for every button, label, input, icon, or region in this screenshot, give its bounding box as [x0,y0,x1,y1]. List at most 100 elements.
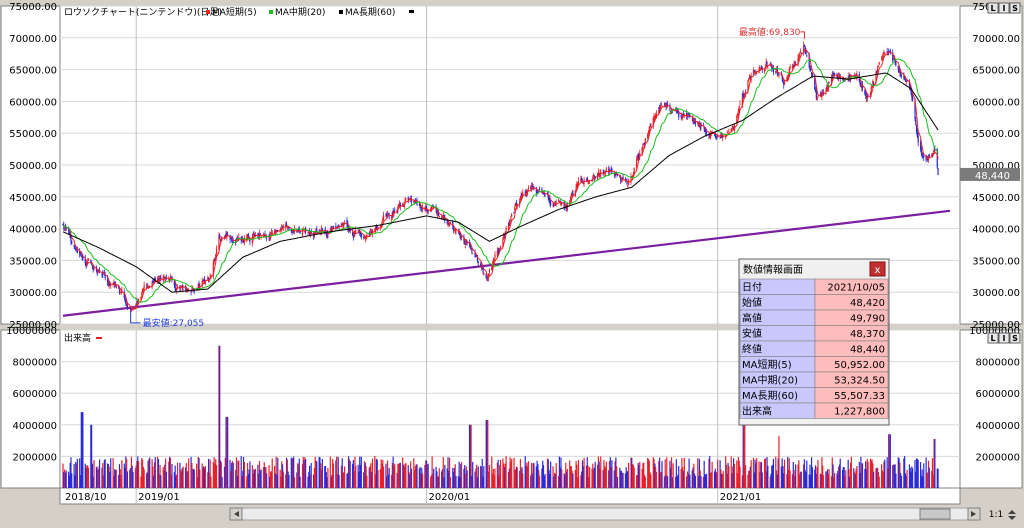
candle-body [480,263,482,267]
candle-body [230,238,232,240]
candle-body [316,229,318,233]
candle-body [438,215,440,218]
volume-bar [210,476,212,488]
volume-bar [721,473,723,488]
candle-body [822,92,824,94]
scale-button-s[interactable]: S [1009,2,1021,14]
volume-scale-button-i[interactable]: I [998,332,1010,344]
legend-items: MA短期(5) MA中期(20) MA長期(60) [206,6,414,18]
candle-body [754,71,756,73]
volume-bar [503,466,506,488]
volume-bar [772,464,774,488]
volume-bar [308,471,310,488]
volume-scale-button-l[interactable]: L [987,332,999,344]
volume-bar [920,475,922,488]
candle-body [309,231,311,235]
candle-body [464,242,467,245]
volume-bar [207,458,210,488]
candle-body [174,283,176,289]
candle-body [682,113,685,116]
volume-bar [783,459,786,488]
volume-bar [559,467,561,488]
candle-body [236,237,238,240]
volume-ytick-left: 4000000 [12,421,57,432]
volume-bar [616,466,618,488]
volume-bar [854,473,856,488]
candle-body [571,192,573,195]
volume-scale-button-s[interactable]: S [1009,332,1021,344]
volume-bar [153,475,155,488]
volume-bar [301,463,304,488]
candle-body [522,192,524,196]
candle-body [794,63,796,65]
volume-bar [96,469,98,488]
volume-bar [454,464,456,488]
scale-button-l[interactable]: L [987,2,999,14]
volume-bar [113,476,115,488]
zoom-ratio-label: 1:1 [989,510,1003,520]
candle-body [492,260,494,264]
scrollbar-track[interactable] [229,507,981,521]
volume-bar [670,457,673,488]
volume-bar [878,476,880,488]
volume-bar [359,456,361,488]
candle-body [825,90,827,92]
price-left-axis-area [0,5,61,325]
candle-body [936,148,938,168]
scrollbar-thumb[interactable] [919,508,951,520]
candle-body [543,193,545,194]
candle-body [860,86,862,87]
volume-bar [549,473,551,488]
volume-bar [458,461,460,488]
volume-bar [191,463,193,488]
volume-bar [750,460,752,488]
candle-body [926,159,928,160]
candle-body [432,204,434,207]
candle-body [347,222,349,229]
candle-body [503,235,505,240]
price-ytick-left: 35000.00 [9,256,57,267]
volume-bar [171,463,173,488]
scale-buttons: L I S [987,2,1021,14]
zoom-down-icon[interactable] [1008,516,1016,520]
volume-bar [772,458,774,488]
date-tick: 2020/01 [429,492,471,503]
candle-body [254,235,256,237]
volume-bar [693,463,695,488]
candle-body [101,274,103,276]
candle-body [514,207,516,211]
volume-bar [626,471,628,488]
info-panel-close-button[interactable]: x [869,261,886,277]
candle-body [357,230,359,232]
candle-body [124,296,126,302]
candle-body [497,251,499,253]
scroll-left-button[interactable] [229,507,243,521]
scroll-right-button[interactable] [967,507,981,521]
horizontal-scrollbar[interactable] [229,507,981,521]
volume-bar [849,462,852,488]
volume-bar [593,467,596,488]
volume-bar [839,458,841,488]
scale-button-i[interactable]: I [998,2,1010,14]
candle-body [204,279,206,283]
volume-bar [186,471,188,488]
candle-body [799,51,802,53]
volume-bar [535,466,537,488]
zoom-up-icon[interactable] [1008,510,1016,514]
candle-body [286,226,288,227]
volume-bar [587,465,589,488]
candle-body [826,86,828,90]
volume-bar [786,473,788,488]
support-trendline[interactable] [62,209,951,317]
volume-bar [145,473,148,488]
candle-body [515,202,517,207]
ma-mid-line [62,58,939,303]
zoom-ratio-control[interactable]: 1:1 [989,510,1016,520]
candle-body [342,224,344,226]
volume-bar [816,467,818,488]
candle-body [382,218,384,221]
volume-bar [571,470,573,488]
volume-bar [888,434,891,488]
volume-bar [276,475,278,488]
volume-bar [742,418,744,488]
